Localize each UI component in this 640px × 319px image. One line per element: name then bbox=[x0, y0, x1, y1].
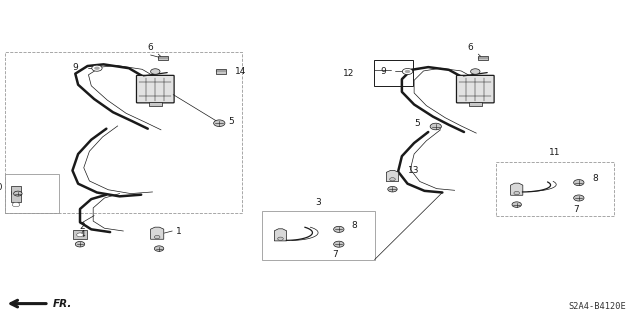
Text: 12: 12 bbox=[344, 69, 355, 78]
Text: 9: 9 bbox=[380, 67, 386, 76]
Circle shape bbox=[404, 70, 410, 73]
Circle shape bbox=[12, 202, 20, 207]
Circle shape bbox=[154, 246, 164, 251]
Circle shape bbox=[150, 69, 160, 74]
Polygon shape bbox=[511, 183, 523, 195]
Text: 1: 1 bbox=[176, 226, 182, 235]
Polygon shape bbox=[275, 229, 287, 241]
Text: 8: 8 bbox=[592, 174, 598, 183]
Text: 7: 7 bbox=[332, 249, 338, 259]
Text: 2: 2 bbox=[79, 222, 84, 231]
Text: S2A4-B4120E: S2A4-B4120E bbox=[569, 302, 627, 311]
Circle shape bbox=[94, 67, 100, 70]
Text: 8: 8 bbox=[351, 221, 357, 230]
Bar bbox=[12, 186, 20, 202]
Text: 10: 10 bbox=[0, 182, 4, 191]
Text: 5: 5 bbox=[228, 116, 234, 125]
Circle shape bbox=[512, 202, 522, 207]
Text: 4: 4 bbox=[79, 230, 84, 239]
Bar bbox=[262, 211, 374, 260]
Bar bbox=[216, 69, 227, 74]
FancyBboxPatch shape bbox=[456, 75, 494, 103]
Circle shape bbox=[76, 241, 84, 247]
Bar bbox=[478, 56, 488, 60]
Circle shape bbox=[333, 226, 344, 232]
Polygon shape bbox=[387, 170, 399, 182]
Circle shape bbox=[278, 237, 284, 240]
Circle shape bbox=[154, 235, 160, 239]
Circle shape bbox=[470, 69, 480, 74]
Circle shape bbox=[514, 191, 520, 195]
Bar bbox=[468, 102, 482, 106]
Circle shape bbox=[390, 178, 396, 181]
Circle shape bbox=[573, 195, 584, 201]
Circle shape bbox=[333, 241, 344, 247]
Circle shape bbox=[77, 233, 83, 237]
Text: 5: 5 bbox=[414, 119, 420, 128]
Circle shape bbox=[403, 69, 413, 75]
Text: 11: 11 bbox=[549, 148, 561, 157]
Bar bbox=[74, 230, 86, 239]
Text: 6: 6 bbox=[468, 42, 481, 56]
Circle shape bbox=[388, 186, 397, 192]
Text: FR.: FR. bbox=[52, 299, 72, 308]
Circle shape bbox=[214, 120, 225, 127]
Text: 13: 13 bbox=[408, 166, 419, 175]
Circle shape bbox=[92, 65, 102, 71]
Bar bbox=[4, 174, 60, 213]
Bar bbox=[148, 102, 162, 106]
Bar bbox=[158, 56, 168, 60]
Circle shape bbox=[13, 191, 22, 196]
Polygon shape bbox=[150, 227, 164, 239]
Text: 6: 6 bbox=[148, 42, 161, 56]
Bar bbox=[374, 60, 413, 86]
Text: 14: 14 bbox=[236, 67, 246, 76]
Bar bbox=[4, 52, 242, 213]
Text: 7: 7 bbox=[573, 204, 579, 213]
Bar bbox=[496, 162, 614, 216]
Text: 9: 9 bbox=[72, 63, 78, 71]
FancyBboxPatch shape bbox=[136, 75, 174, 103]
Text: 3: 3 bbox=[316, 198, 321, 207]
Circle shape bbox=[573, 180, 584, 186]
Circle shape bbox=[430, 123, 442, 130]
